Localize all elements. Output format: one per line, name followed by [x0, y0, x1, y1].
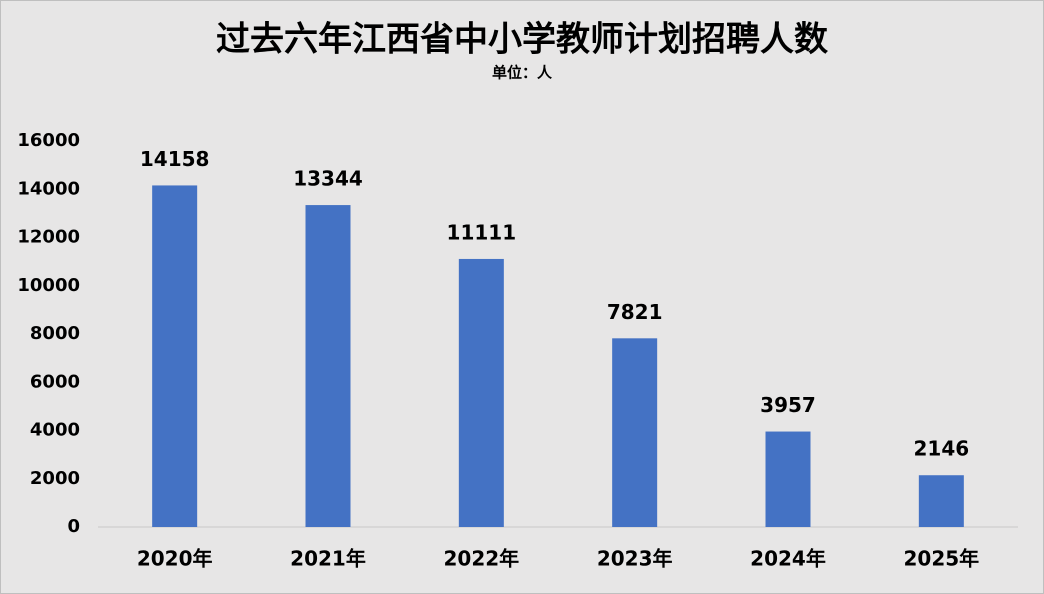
value-label: 7821: [607, 300, 663, 324]
bar: [765, 431, 811, 527]
value-label: 13344: [293, 167, 363, 191]
y-tick-label: 16000: [17, 130, 80, 151]
chart-subtitle: 单位：人: [492, 64, 553, 82]
bar: [612, 338, 658, 527]
x-tick-label: 2022年: [443, 547, 519, 571]
value-label: 14158: [140, 147, 210, 171]
bar: [152, 185, 198, 528]
bar: [918, 475, 964, 527]
y-tick-label: 10000: [17, 275, 80, 296]
chart-title: 过去六年江西省中小学教师计划招聘人数: [216, 20, 828, 60]
bar: [458, 258, 504, 527]
y-tick-label: 6000: [30, 371, 80, 392]
value-label: 3957: [760, 393, 816, 417]
y-tick-label: 4000: [30, 420, 80, 441]
y-tick-label: 8000: [30, 323, 80, 344]
bar: [305, 205, 351, 528]
x-tick-label: 2025年: [903, 547, 979, 571]
y-tick-label: 14000: [17, 178, 80, 199]
y-tick-label: 2000: [30, 468, 80, 489]
x-tick-label: 2024年: [750, 547, 826, 571]
value-label: 2146: [913, 437, 969, 461]
x-tick-label: 2023年: [597, 547, 673, 571]
value-label: 11111: [447, 220, 517, 244]
y-tick-label: 0: [67, 516, 80, 537]
y-tick-label: 12000: [17, 227, 80, 248]
x-tick-label: 2020年: [137, 547, 213, 571]
x-tick-label: 2021年: [290, 547, 366, 571]
